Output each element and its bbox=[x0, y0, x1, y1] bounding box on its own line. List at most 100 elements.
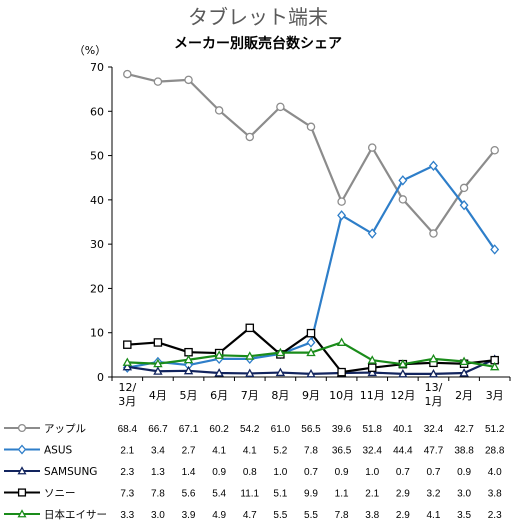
data-point-4 bbox=[245, 351, 255, 360]
y-tick-label: 60 bbox=[90, 105, 104, 118]
x-tick-label: 11月 bbox=[360, 389, 385, 402]
data-point-0 bbox=[429, 229, 438, 238]
table-cell: 1.3 bbox=[151, 467, 165, 478]
table-cell: 5.6 bbox=[182, 489, 196, 500]
x-tick-label: 10月 bbox=[329, 389, 354, 402]
data-point-1 bbox=[367, 228, 377, 239]
legend-marker-2 bbox=[17, 466, 27, 475]
table-cell: 2.1 bbox=[120, 446, 134, 457]
data-point-0 bbox=[337, 197, 346, 206]
table-cell: 56.5 bbox=[301, 424, 321, 435]
data-point-3 bbox=[337, 367, 346, 377]
x-tick-label: 12月 bbox=[390, 389, 415, 402]
data-point-2 bbox=[459, 368, 469, 377]
data-point-0 bbox=[398, 195, 408, 204]
table-cell: 3.5 bbox=[457, 510, 471, 521]
table-cell: 0.7 bbox=[396, 467, 410, 478]
data-point-3 bbox=[184, 347, 193, 357]
data-point-2 bbox=[245, 368, 255, 377]
data-point-2 bbox=[428, 368, 439, 378]
y-tick-label: 10 bbox=[90, 327, 104, 340]
data-point-4 bbox=[428, 353, 439, 363]
table-cell: 40.1 bbox=[393, 424, 413, 435]
table-cell: 60.2 bbox=[209, 424, 229, 435]
data-point-0 bbox=[276, 102, 285, 112]
table-cell: 51.8 bbox=[362, 424, 382, 435]
chart-subtitle: メーカー別販売台数シェア bbox=[174, 35, 342, 52]
y-axis-label: （%） bbox=[74, 44, 106, 57]
data-point-1 bbox=[490, 244, 500, 255]
table-cell: 1.0 bbox=[273, 467, 287, 478]
table-cell: 44.4 bbox=[393, 446, 413, 457]
data-point-2 bbox=[398, 368, 408, 378]
data-point-1 bbox=[337, 210, 347, 221]
legend-marker-4 bbox=[17, 509, 27, 518]
table-cell: 4.0 bbox=[488, 467, 502, 478]
x-tick-label: 6月 bbox=[210, 389, 228, 402]
data-point-2 bbox=[275, 367, 286, 377]
table-cell: 2.7 bbox=[182, 446, 196, 457]
table-cell: 4.9 bbox=[212, 510, 226, 521]
series-line-0 bbox=[127, 73, 496, 235]
table-cell: 47.7 bbox=[424, 446, 444, 457]
data-point-0 bbox=[459, 183, 469, 193]
table-cell: 4.1 bbox=[427, 510, 441, 521]
data-point-4 bbox=[306, 347, 316, 357]
data-point-3 bbox=[245, 323, 255, 333]
table-cell: 1.1 bbox=[335, 489, 349, 500]
y-tick-label: 0 bbox=[97, 371, 104, 384]
table-cell: 42.7 bbox=[454, 424, 474, 435]
table-cell: 2.9 bbox=[396, 510, 410, 521]
table-cell: 5.4 bbox=[212, 489, 226, 500]
table-cell: 5.2 bbox=[273, 446, 287, 457]
x-tick-label: 4月 bbox=[149, 389, 167, 402]
data-point-4 bbox=[459, 356, 469, 366]
table-cell: 3.2 bbox=[427, 489, 441, 500]
table-cell: 4.1 bbox=[212, 446, 226, 457]
table-cell: 3.3 bbox=[120, 510, 134, 521]
table-cell: 1.0 bbox=[365, 467, 379, 478]
table-cell: 7.3 bbox=[120, 489, 134, 500]
data-point-4 bbox=[214, 350, 224, 359]
data-point-4 bbox=[122, 357, 133, 366]
table-cell: 1.4 bbox=[182, 467, 196, 478]
legend-marker-0 bbox=[17, 423, 27, 433]
plot-area: 0 10 20 30 40 50 60 70 12/3月 4月 5月 6月 7月 8月 9月 10月 11月 12… bbox=[90, 61, 511, 408]
table-cell: 3.0 bbox=[457, 489, 471, 500]
data-point-1 bbox=[398, 175, 408, 186]
data-point-4 bbox=[398, 359, 408, 368]
table-cell: 38.8 bbox=[454, 446, 474, 457]
data-table: アップル 68.4 66.7 67.1 60.2 54.2 61.0 56.5 39.6 51.8… bbox=[4, 423, 505, 521]
table-cell: 2.9 bbox=[396, 489, 410, 500]
data-point-0 bbox=[153, 77, 163, 86]
table-cell: 0.8 bbox=[243, 467, 257, 478]
table-cell: 7.8 bbox=[151, 489, 165, 500]
table-cell: 61.0 bbox=[271, 424, 291, 435]
table-cell: 51.2 bbox=[485, 424, 505, 435]
table-cell: 36.5 bbox=[332, 446, 352, 457]
x-tick-label: 5月 bbox=[180, 389, 198, 402]
table-cell: 9.9 bbox=[304, 489, 318, 500]
table-cell: 3.9 bbox=[182, 510, 196, 521]
table-cell: 0.9 bbox=[335, 467, 349, 478]
data-point-2 bbox=[153, 366, 163, 375]
data-point-0 bbox=[367, 143, 377, 152]
x-tick-label: 8月 bbox=[271, 389, 289, 402]
x-tick-label: 7月 bbox=[241, 389, 259, 402]
data-point-2 bbox=[122, 361, 133, 371]
data-point-4 bbox=[336, 337, 347, 346]
table-cell: 2.3 bbox=[120, 467, 134, 478]
table-cell: 7.8 bbox=[304, 446, 318, 457]
data-point-4 bbox=[367, 355, 377, 364]
data-point-0 bbox=[245, 132, 255, 142]
table-cell: 28.8 bbox=[485, 446, 505, 457]
data-point-2 bbox=[367, 367, 377, 377]
y-tick-label: 70 bbox=[90, 61, 104, 74]
y-tick-label: 30 bbox=[90, 238, 104, 251]
table-cell: 68.4 bbox=[118, 424, 138, 435]
data-point-3 bbox=[123, 340, 132, 349]
data-point-2 bbox=[306, 368, 316, 378]
table-cell: 0.9 bbox=[457, 467, 471, 478]
chart-title: タブレット端末 bbox=[188, 5, 328, 29]
